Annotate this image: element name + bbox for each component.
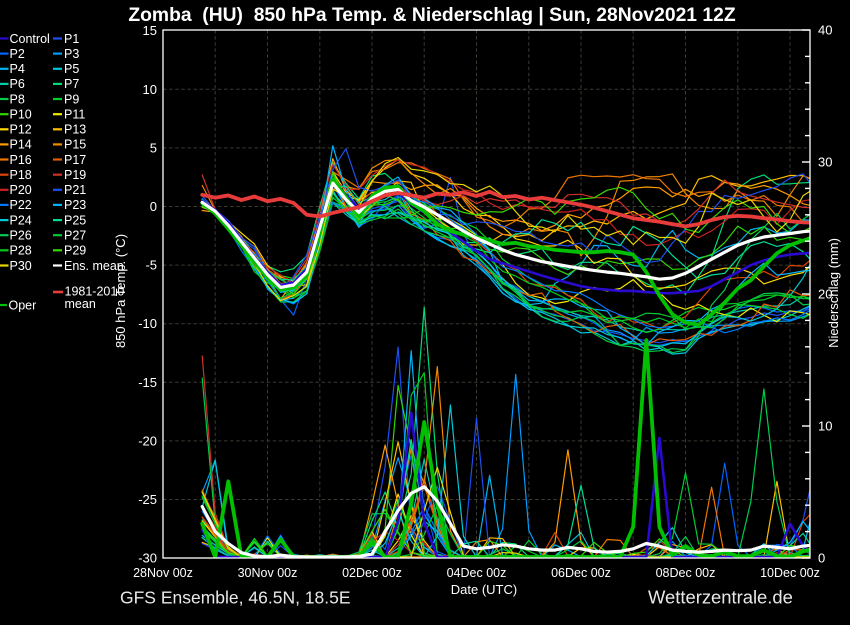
svg-text:P11: P11 xyxy=(64,108,85,122)
svg-text:10: 10 xyxy=(143,82,157,97)
svg-text:P25: P25 xyxy=(64,213,86,227)
svg-text:P22: P22 xyxy=(10,198,32,212)
svg-text:Zomba (HU) 850 hPa Temp. & N: Zomba (HU) 850 hPa Temp. & Niederschlag … xyxy=(128,5,735,26)
svg-text:P29: P29 xyxy=(64,244,86,258)
svg-text:0: 0 xyxy=(150,199,157,214)
svg-text:P26: P26 xyxy=(10,229,32,243)
svg-text:P16: P16 xyxy=(10,153,32,167)
svg-text:P9: P9 xyxy=(64,92,79,106)
svg-text:04Dec 00z: 04Dec 00z xyxy=(447,566,507,580)
svg-text:P20: P20 xyxy=(10,183,32,197)
svg-text:Niederschlag (mm): Niederschlag (mm) xyxy=(826,238,841,348)
svg-text:Wetterzentrale.de: Wetterzentrale.de xyxy=(648,587,793,608)
svg-text:P19: P19 xyxy=(64,168,86,182)
svg-text:P30: P30 xyxy=(10,259,32,273)
svg-text:10Dec 00z: 10Dec 00z xyxy=(760,566,820,580)
svg-text:mean: mean xyxy=(65,297,96,311)
svg-text:P27: P27 xyxy=(64,229,86,243)
svg-text:08Dec 00z: 08Dec 00z xyxy=(656,566,716,580)
svg-text:1981-2010: 1981-2010 xyxy=(65,285,125,299)
svg-text:P2: P2 xyxy=(10,47,25,61)
svg-text:Oper: Oper xyxy=(9,298,37,312)
svg-text:5: 5 xyxy=(150,140,157,155)
svg-text:P28: P28 xyxy=(10,244,32,258)
svg-text:P12: P12 xyxy=(10,123,32,137)
svg-text:P15: P15 xyxy=(64,138,86,152)
svg-text:850 hPa Temp. (°C): 850 hPa Temp. (°C) xyxy=(113,234,128,348)
svg-text:-25: -25 xyxy=(138,492,157,507)
svg-text:GFS Ensemble, 46.5N, 18.5E: GFS Ensemble, 46.5N, 18.5E xyxy=(120,588,351,608)
svg-text:10: 10 xyxy=(818,419,832,434)
svg-text:P14: P14 xyxy=(10,138,32,152)
svg-text:P5: P5 xyxy=(64,62,79,76)
svg-text:28Nov 00z: 28Nov 00z xyxy=(133,566,193,580)
svg-text:20: 20 xyxy=(818,287,832,302)
svg-text:-20: -20 xyxy=(138,433,157,448)
svg-text:P7: P7 xyxy=(64,77,79,91)
svg-text:P13: P13 xyxy=(64,123,86,137)
svg-text:0: 0 xyxy=(818,551,825,566)
svg-text:P10: P10 xyxy=(10,108,32,122)
svg-text:-10: -10 xyxy=(138,316,157,331)
svg-text:30: 30 xyxy=(818,155,832,170)
svg-text:Date (UTC): Date (UTC) xyxy=(451,582,517,597)
svg-text:P4: P4 xyxy=(10,62,25,76)
svg-text:40: 40 xyxy=(818,23,832,38)
svg-text:-30: -30 xyxy=(138,551,157,566)
svg-text:-15: -15 xyxy=(138,375,157,390)
svg-text:30Nov 00z: 30Nov 00z xyxy=(238,566,298,580)
svg-text:P24: P24 xyxy=(10,213,32,227)
svg-text:P17: P17 xyxy=(64,153,86,167)
svg-text:P23: P23 xyxy=(64,198,86,212)
svg-text:06Dec 00z: 06Dec 00z xyxy=(551,566,611,580)
svg-text:P21: P21 xyxy=(64,183,86,197)
svg-text:P3: P3 xyxy=(64,47,79,61)
svg-text:P8: P8 xyxy=(10,92,25,106)
svg-text:P6: P6 xyxy=(10,77,25,91)
svg-text:15: 15 xyxy=(143,23,157,38)
svg-text:Ens. mean: Ens. mean xyxy=(64,259,124,273)
svg-text:P1: P1 xyxy=(64,32,79,46)
svg-text:Control: Control xyxy=(10,32,50,46)
svg-text:-5: -5 xyxy=(145,258,157,273)
svg-text:P18: P18 xyxy=(10,168,32,182)
svg-text:02Dec 00z: 02Dec 00z xyxy=(342,566,402,580)
